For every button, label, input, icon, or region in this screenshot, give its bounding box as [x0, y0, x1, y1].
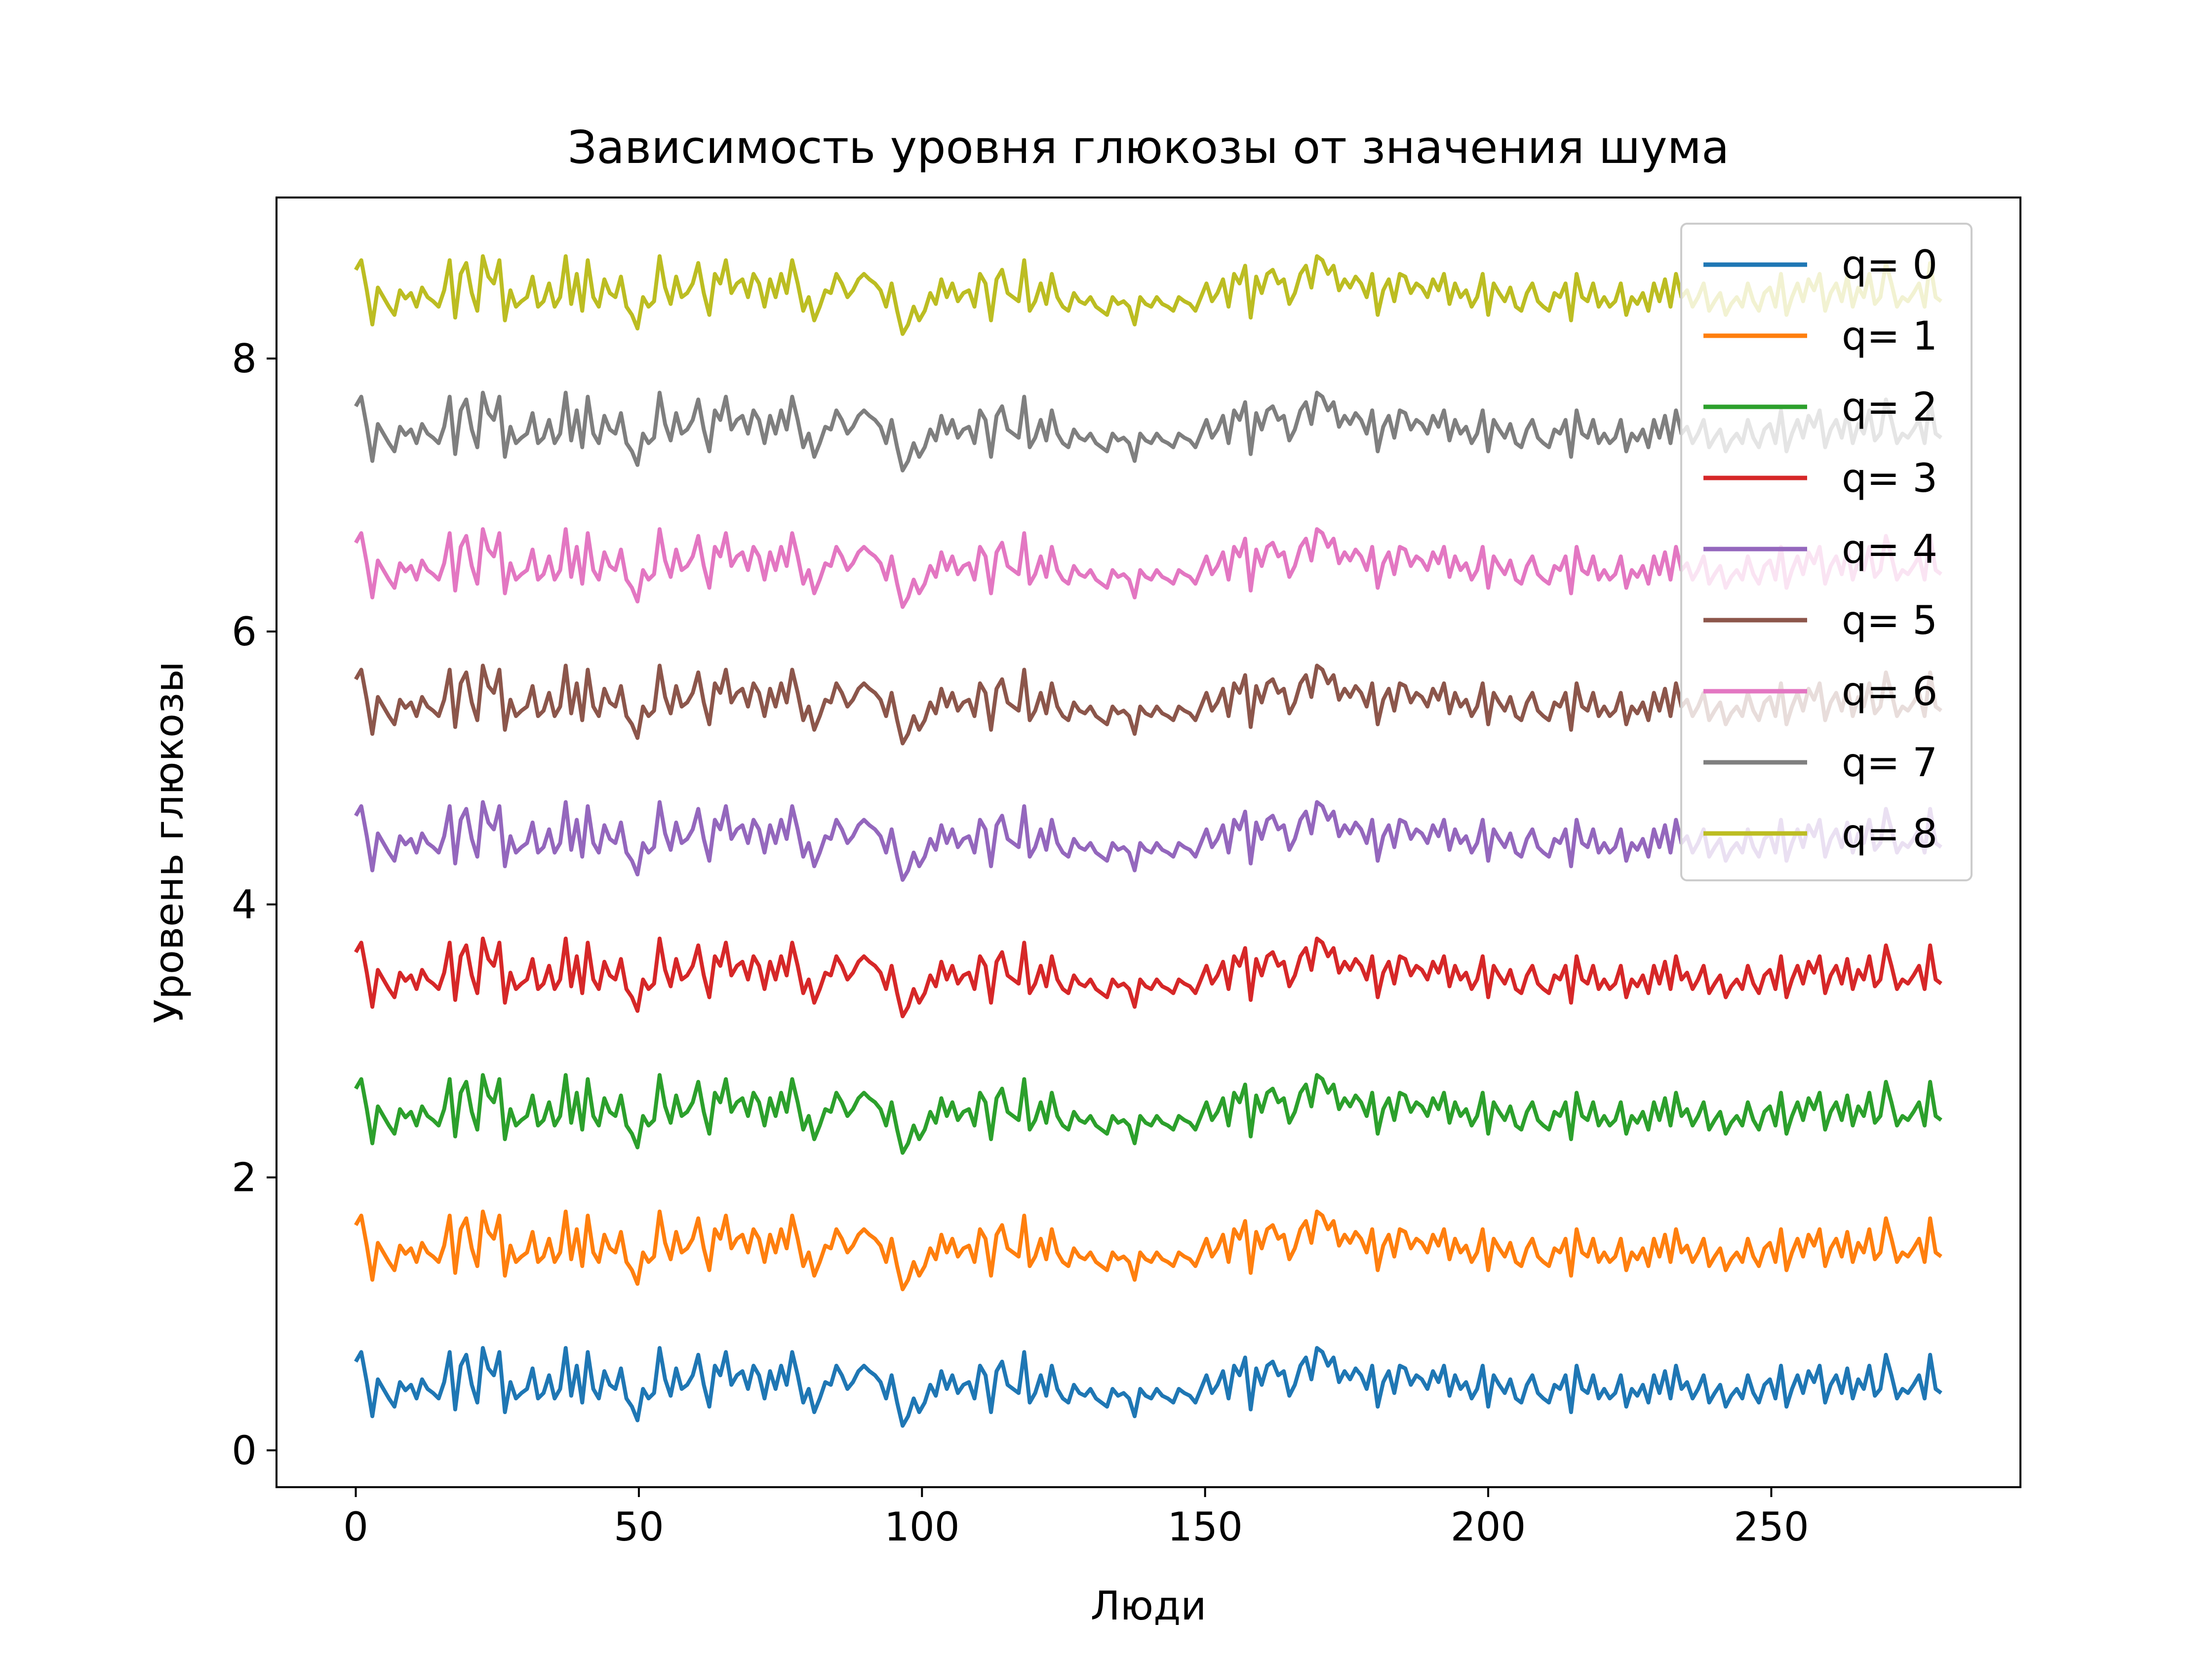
x-axis-label: Люди — [1091, 1583, 1207, 1629]
x-tick-label: 50 — [614, 1504, 664, 1550]
y-axis-ticks: 0 2 4 6 8 — [232, 336, 276, 1473]
series-line-q2 — [356, 1075, 1941, 1153]
series-line-q0 — [356, 1348, 1941, 1426]
y-tick-label: 8 — [232, 336, 257, 382]
chart-title: Зависимость уровня глюкозы от значения ш… — [568, 121, 1730, 174]
y-tick-label: 4 — [232, 882, 257, 928]
x-axis-ticks: 0 50 100 150 200 250 — [343, 1487, 1809, 1550]
x-tick-label: 250 — [1734, 1504, 1809, 1550]
y-axis-label: Уровень глюкозы — [146, 661, 192, 1023]
legend-label: q= 3 — [1842, 455, 1937, 501]
x-tick-label: 200 — [1451, 1504, 1526, 1550]
y-tick-label: 2 — [232, 1155, 257, 1201]
y-tick-label: 0 — [232, 1427, 257, 1473]
legend-label: q= 1 — [1842, 313, 1937, 359]
x-tick-label: 100 — [884, 1504, 960, 1550]
series-line-q1 — [356, 1212, 1941, 1290]
legend: q= 0 q= 1 q= 2 q= 3 q= 4 q= 5 q= 6 q= 7 q= 8 — [1681, 224, 1972, 880]
legend-label: q= 8 — [1842, 811, 1937, 857]
y-tick-label: 6 — [232, 609, 257, 655]
legend-label: q= 6 — [1842, 669, 1937, 714]
x-tick-label: 0 — [343, 1504, 368, 1550]
series-line-q3 — [356, 939, 1941, 1016]
legend-label: q= 0 — [1842, 242, 1937, 288]
x-tick-label: 150 — [1167, 1504, 1243, 1550]
legend-label: q= 5 — [1842, 597, 1937, 643]
legend-label: q= 7 — [1842, 740, 1937, 786]
legend-label: q= 2 — [1842, 384, 1937, 430]
legend-label: q= 4 — [1842, 526, 1937, 572]
